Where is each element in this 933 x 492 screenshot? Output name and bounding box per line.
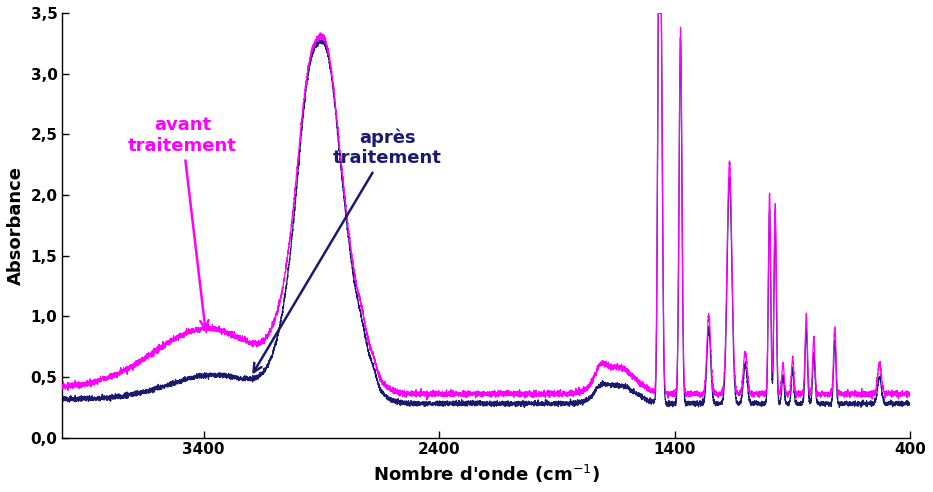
Text: après
traitement: après traitement [254,128,441,372]
Y-axis label: Absorbance: Absorbance [7,166,25,285]
Text: avant
traitement: avant traitement [128,116,237,329]
X-axis label: Nombre d'onde (cm$^{-1}$): Nombre d'onde (cm$^{-1}$) [373,463,600,485]
